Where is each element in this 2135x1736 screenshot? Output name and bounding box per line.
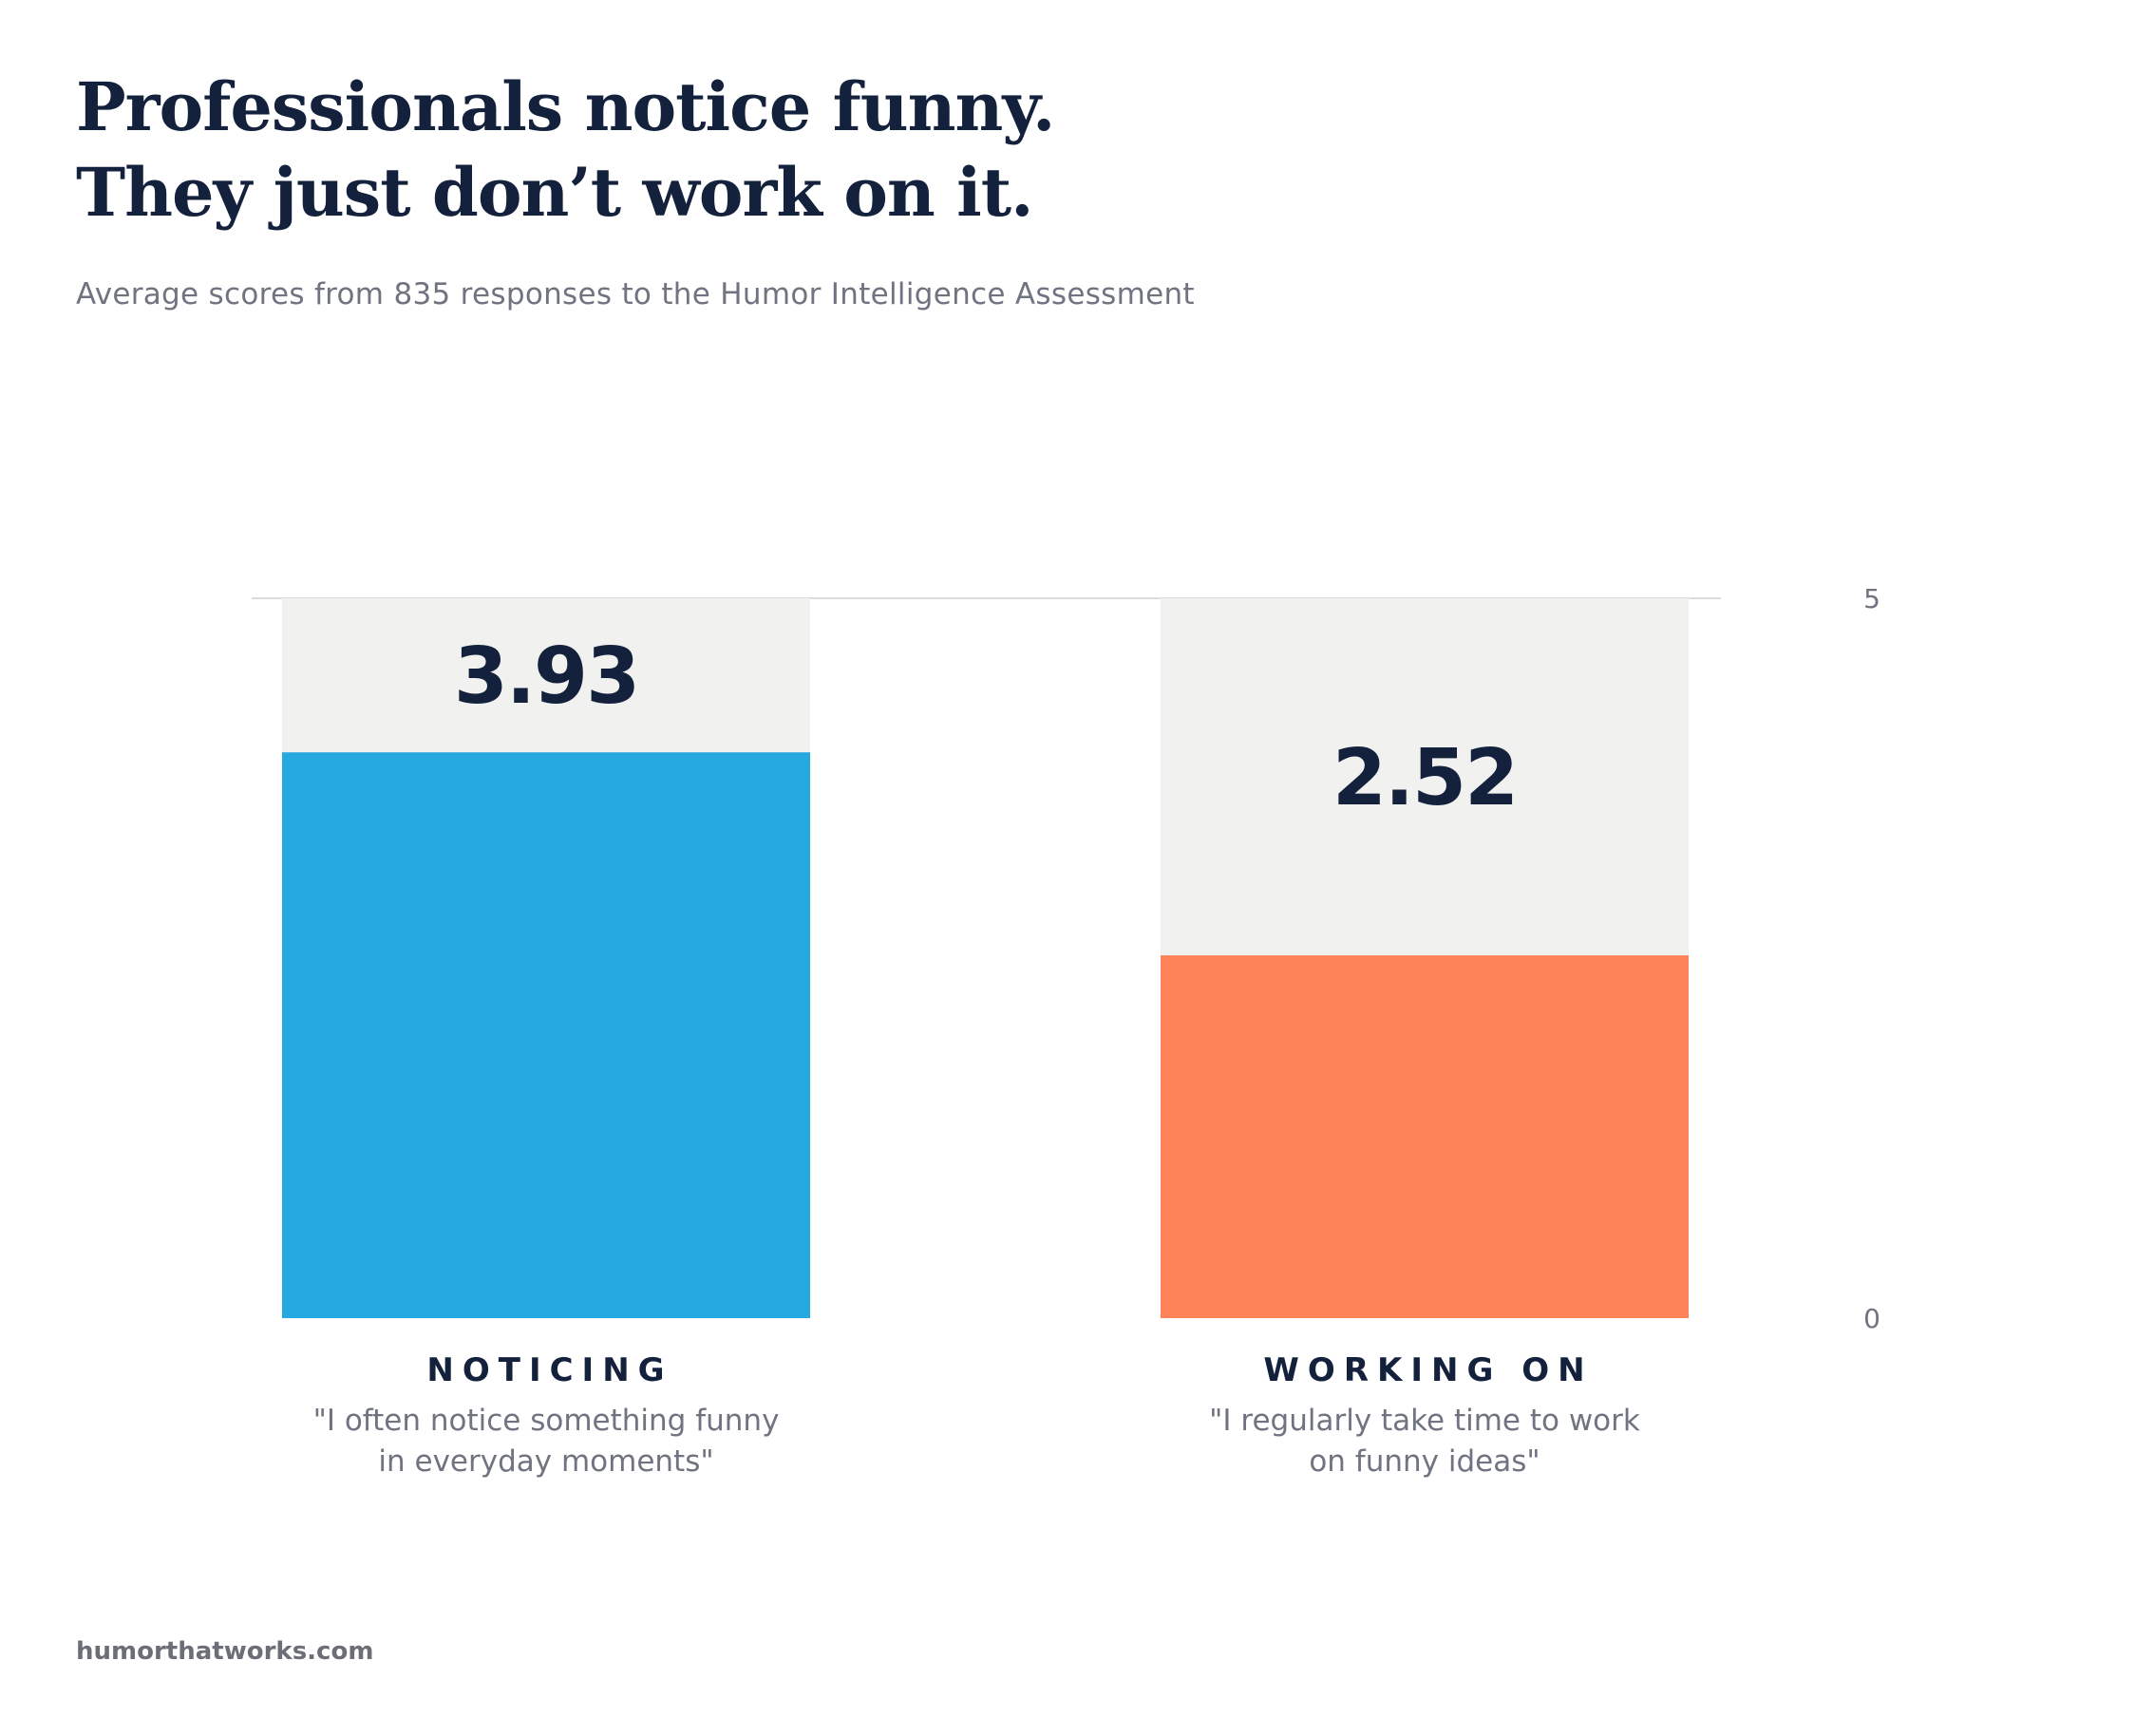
y-axis-ticks: 50: [1863, 583, 1880, 1334]
bar-working-on: [1161, 954, 1689, 1318]
chart-title: Professionals notice funny. They just do…: [76, 65, 1055, 236]
y-tick-label: 5: [1863, 583, 1880, 614]
bars-layer: [282, 598, 1689, 1318]
category-description-working-on: "I regularly take time to work: [1209, 1404, 1640, 1438]
category-description-working-on: on funny ideas": [1309, 1444, 1540, 1479]
chart-subtitle: Average scores from 835 responses to the…: [76, 277, 1195, 311]
value-label-noticing: 3.93: [454, 632, 638, 722]
category-description-noticing: "I often notice something funny: [313, 1404, 780, 1438]
source-footer: humorthatworks.com: [76, 1637, 374, 1666]
bar-noticing: [282, 752, 810, 1318]
category-description-noticing: in everyday moments": [378, 1444, 713, 1479]
labels-layer: 3.93 NOTICING "I often notice something fu…: [313, 632, 1640, 1479]
y-tick-label: 0: [1863, 1303, 1880, 1334]
category-label-working-on: WORKING ON: [1263, 1351, 1593, 1389]
category-label-noticing: NOTICING: [426, 1351, 672, 1389]
chart-title-line-2: They just don’t work on it.: [76, 153, 1033, 232]
chart-title-line-1: Professionals notice funny.: [76, 67, 1055, 146]
value-label-working-on: 2.52: [1332, 733, 1517, 823]
